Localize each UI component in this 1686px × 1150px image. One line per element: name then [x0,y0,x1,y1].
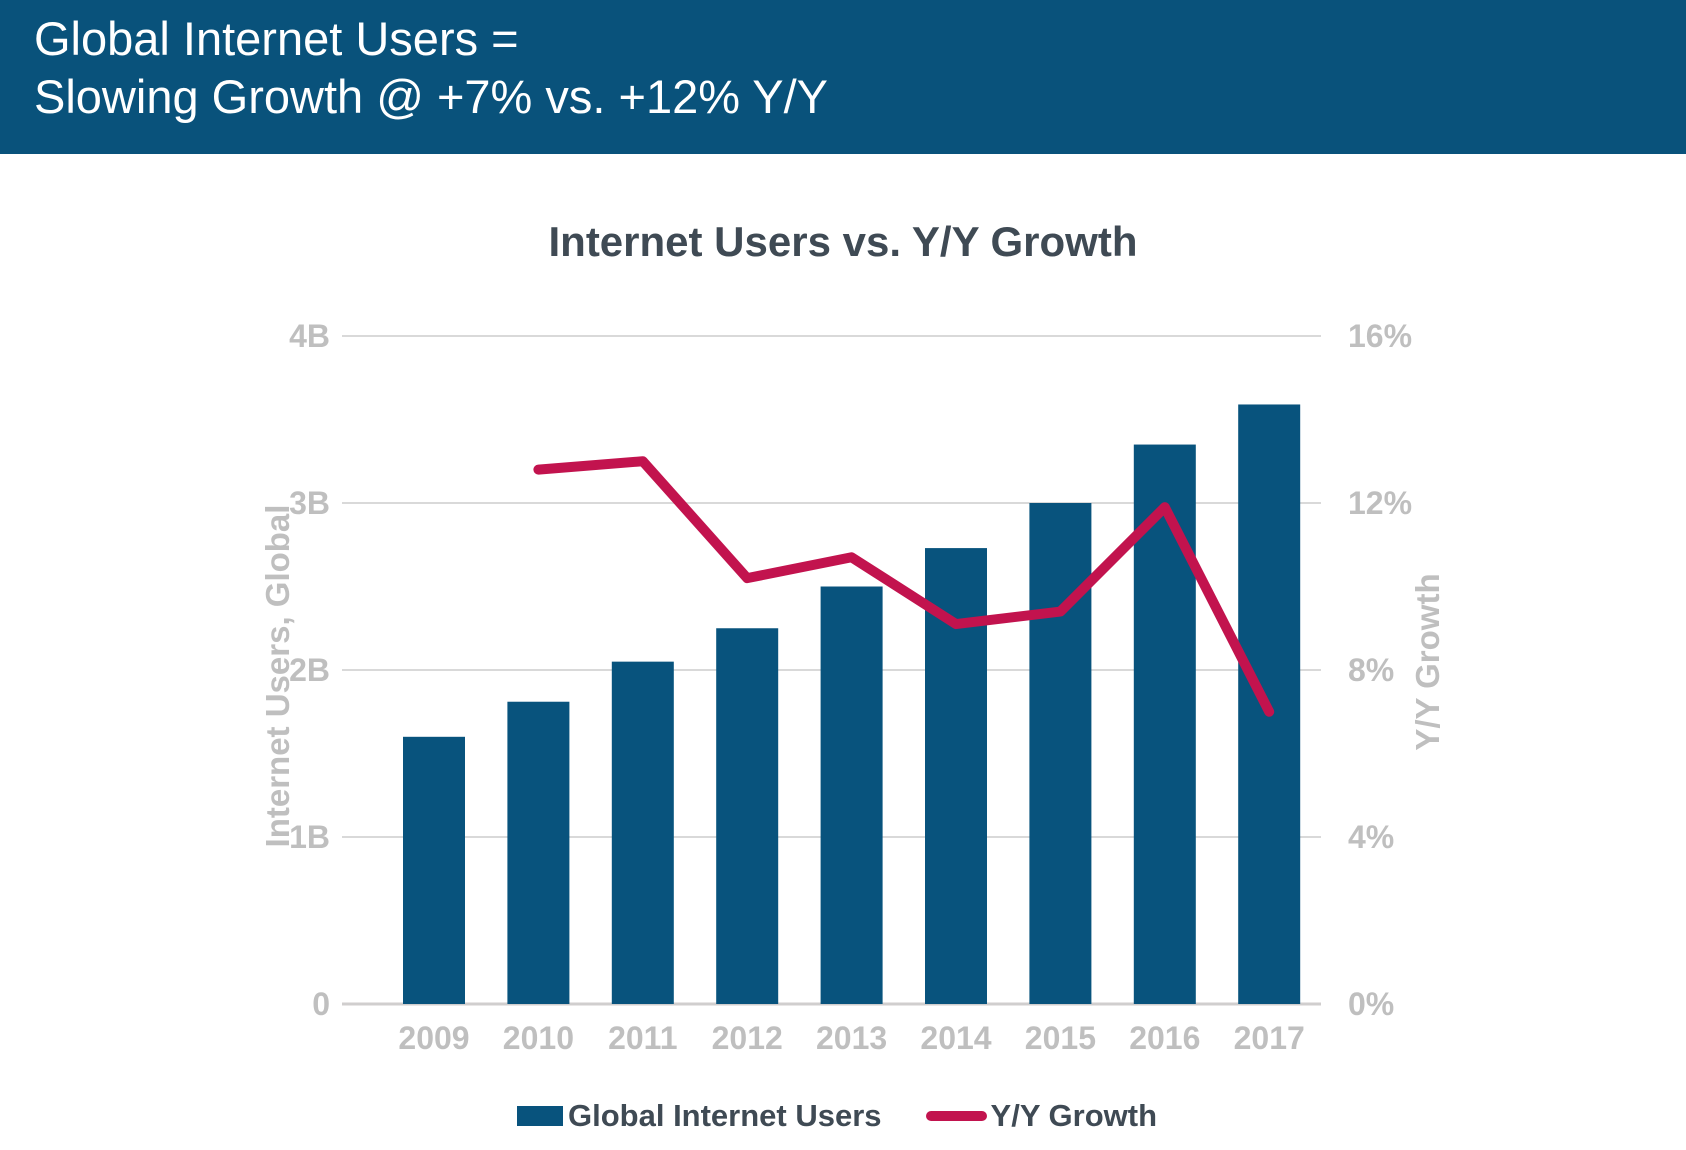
y-tick-right-4%: 4% [1348,819,1394,855]
y-tick-left-4B: 4B [289,318,330,354]
header-banner: Global Internet Users = Slowing Growth @… [0,0,1686,154]
x-tick-2011: 2011 [608,1020,677,1056]
y-tick-right-12%: 12% [1348,485,1412,521]
legend-bar-label: Global Internet Users [568,1098,882,1133]
bar-2011 [611,661,674,1004]
y-tick-right-0%: 0% [1348,986,1394,1022]
bar-2010 [507,701,570,1004]
bar-2012 [716,628,779,1004]
chart-title: Internet Users vs. Y/Y Growth [548,218,1138,265]
x-tick-2009: 2009 [398,1020,469,1056]
y-axis-title-left: Internet Users, Global [259,504,296,848]
y-axis-title-right: Y/Y Growth [1409,573,1446,751]
x-tick-2016: 2016 [1129,1020,1200,1056]
header-title-line1: Global Internet Users = [34,12,519,65]
y-tick-left-1B: 1B [289,819,330,855]
bar-2009 [403,736,465,1004]
y-tick-left-3B: 3B [289,485,330,521]
x-tick-2012: 2012 [712,1020,783,1056]
bar-2015 [1029,503,1092,1004]
chart-legend: Global Internet Users Y/Y Growth [517,1098,1157,1134]
bar-2013 [820,586,883,1004]
x-tick-2010: 2010 [503,1020,574,1056]
legend-line-label: Y/Y Growth [990,1098,1158,1133]
y-tick-left-0: 0 [312,986,330,1022]
legend-bar-swatch [517,1106,563,1126]
growth-line [533,456,1275,717]
x-tick-2017: 2017 [1234,1020,1305,1056]
y-tick-right-16%: 16% [1348,318,1412,354]
header-title-line2: Slowing Growth @ +7% vs. +12% Y/Y [34,70,828,123]
x-tick-2014: 2014 [920,1020,991,1056]
y-tick-left-2B: 2B [289,652,330,688]
legend-line-swatch [925,1111,987,1121]
y-tick-right-8%: 8% [1348,652,1394,688]
x-tick-2015: 2015 [1025,1020,1096,1056]
x-tick-2013: 2013 [816,1020,887,1056]
